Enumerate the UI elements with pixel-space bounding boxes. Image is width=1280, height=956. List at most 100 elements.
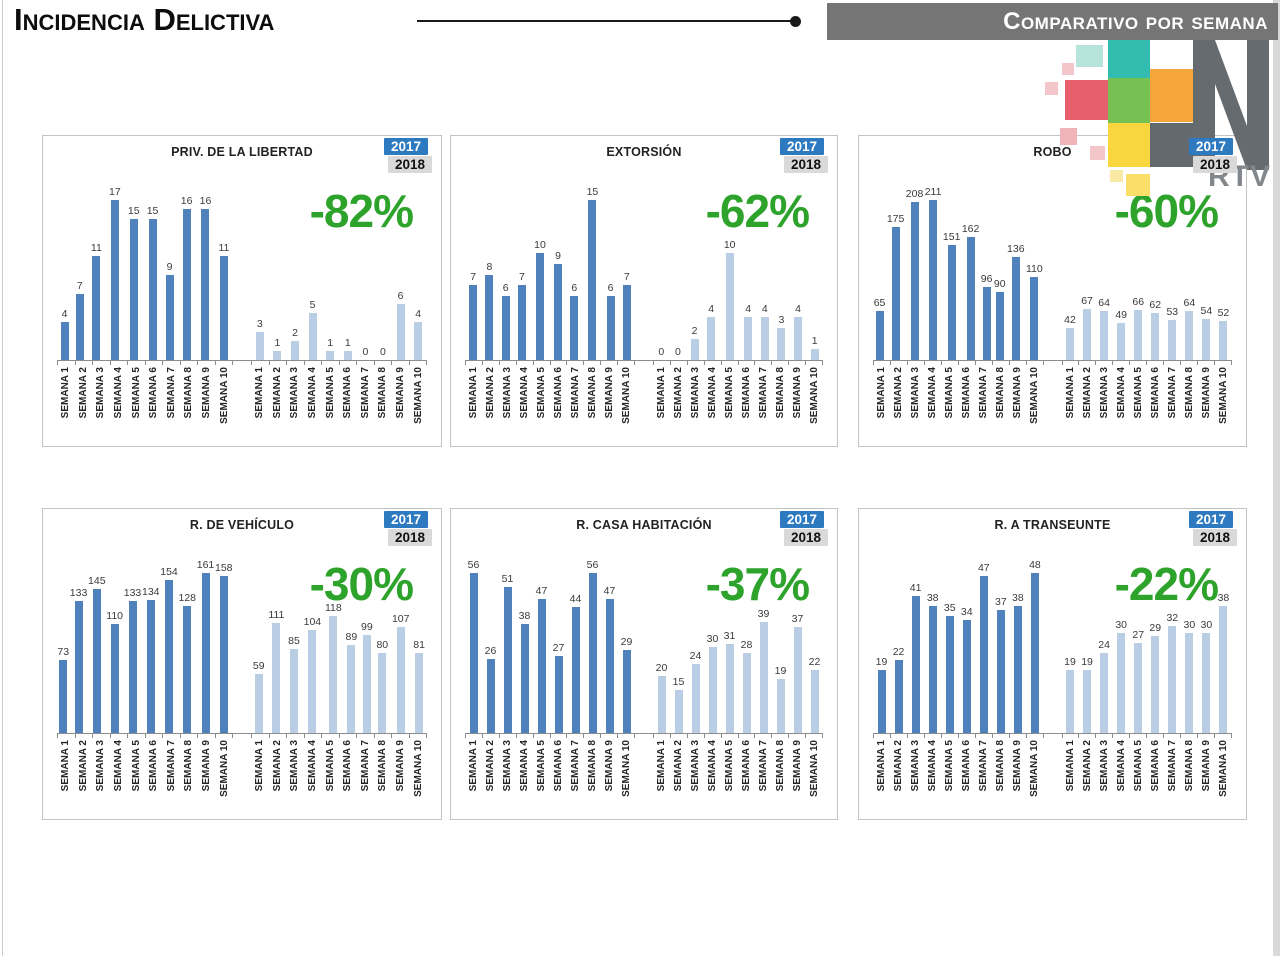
chart-card: R. DE VEHÍCULO 2017 2018 -30% 73 133 145 11… [42,508,442,820]
bar-value-label: 47 [535,585,548,597]
tick [498,733,516,738]
tick [1095,360,1112,365]
tick [408,733,427,738]
tick-group [653,360,824,365]
bar-value-label: 16 [199,195,212,207]
bar-value-label: 136 [1007,243,1025,255]
bar-value-label: 107 [391,613,410,625]
bar-value-label: 1 [811,335,818,347]
bar-column: 111 [268,545,284,733]
tick-group [653,733,824,738]
x-axis-label: SEMANA 9 [792,367,803,419]
bar-2018 [725,253,734,360]
tick [197,360,215,365]
bar-2017 [1030,573,1039,733]
bar-value-label: 133 [123,587,142,599]
bar-column: 208 [906,172,923,360]
x-axis-label: SEMANA 7 [1166,740,1178,792]
divider-line [417,20,793,22]
tick [549,733,567,738]
bar-value-label: 6 [502,282,509,294]
bar-column: 44 [570,545,581,733]
bar-value-label: 111 [268,609,285,621]
bar-value-label: 38 [1012,592,1024,604]
bar-value-label: 39 [757,608,770,620]
chart-card: ROBO 2017 2018 -60% 65 175 208 211 151 162 96 9… [858,135,1247,447]
tick [974,360,992,365]
bar-column: 89 [346,545,357,733]
bar-column: 17 [109,172,121,360]
percent-change-label: -37% [705,558,810,610]
bar-2017 [606,296,615,360]
tick [653,733,670,738]
tick [1129,360,1146,365]
tick [1008,360,1026,365]
x-label-group: SEMANA 1 SEMANA 2 SEMANA 3 SEMANA 4 SEMANA 5… [251,367,427,424]
legend-2018-badge: 2018 [784,529,828,546]
tick [771,360,788,365]
bar-2018 [1134,643,1143,733]
series-group-2017: 65 175 208 211 151 162 96 90 136 110 [873,172,1044,360]
bar-2017 [891,227,900,360]
bar-column: 8 [485,172,494,360]
bar-value-label: 2 [691,325,698,337]
bar-column: 37 [995,545,1007,733]
chart-legend: 2017 2018 [780,511,828,546]
logo-square-pale-yellow-1 [1110,170,1123,182]
bar-2018 [255,332,264,360]
bar-value-label: 19 [875,656,888,668]
tick-group [465,360,636,365]
bar-column: 38 [927,545,939,733]
x-axis-label: SEMANA 4 [113,740,125,792]
tick [1061,733,1079,738]
tick [1214,733,1233,738]
chart-card: EXTORSIÓN 2017 2018 -62% 7 8 6 7 10 9 6 15 6 7 0 0 2… [450,135,838,447]
bar-2017 [486,659,495,733]
bar-column: 6 [396,172,405,360]
x-label-group: SEMANA 1 SEMANA 2 SEMANA 3 SEMANA 4 SEMANA 5… [465,367,635,424]
bar-value-label: 6 [607,282,614,294]
chart-title: R. DE VEHÍCULO [189,518,295,532]
chart-legend: 2017 2018 [780,138,828,173]
bar-value-label: 211 [924,186,942,198]
bar-2017 [485,275,494,360]
bar-value-label: 4 [795,303,801,315]
x-axis-label: SEMANA 10 [412,367,424,424]
bar-value-label: 104 [303,616,322,628]
x-axis-label: SEMANA 9 [1012,367,1024,419]
bar-column: 4 [794,172,802,360]
legend-2018-badge: 2018 [1193,529,1237,546]
bar-column: 175 [887,172,904,360]
bar-column: 1 [810,172,819,360]
bar-value-label: 47 [977,562,990,574]
bar-column: 2 [690,172,699,360]
x-axis-label: SEMANA 5 [324,740,336,792]
x-axis-label: SEMANA 8 [377,740,389,792]
bar-value-label: 22 [808,656,821,668]
bar-value-label: 32 [1166,612,1179,624]
tick [617,733,636,738]
x-axis-label: SEMANA 4 [519,367,530,419]
bar-value-label: 37 [995,596,1007,608]
x-axis-label: SEMANA 7 [165,367,177,419]
bar-value-label: 24 [1098,639,1110,651]
bar-2018 [1202,319,1211,360]
bar-value-label: 7 [76,280,83,292]
bar-value-label: 31 [723,630,736,642]
tick [515,733,533,738]
bar-value-label: 96 [980,273,993,285]
bar-value-label: 35 [943,602,956,614]
x-axis-label: SEMANA 4 [307,367,319,419]
plot-area: 65 175 208 211 151 162 96 90 136 110 42 67 64 49 66 62 5… [873,172,1232,361]
bar-column: 22 [893,545,904,733]
tick [617,360,636,365]
legend-2017-badge: 2017 [780,138,824,155]
tick-group [1061,733,1233,738]
bar-value-label: 34 [960,606,973,618]
bar-column: 16 [199,172,212,360]
tick [1025,360,1044,365]
logo-square-pink-small-4 [1062,63,1074,75]
bar-value-label: 38 [926,592,939,604]
tick-group [873,733,1044,738]
